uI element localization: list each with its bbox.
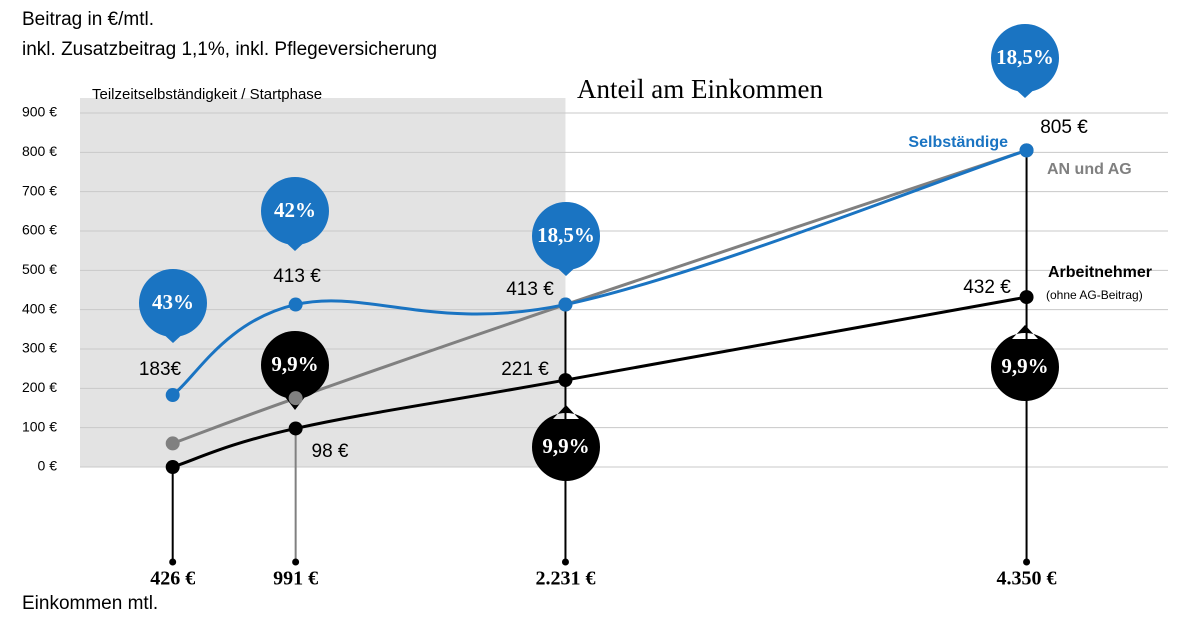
x-tick-dot <box>292 558 300 566</box>
y-tick-label: 500 € <box>22 261 57 277</box>
value-label: 432 € <box>963 277 1011 298</box>
share-bubble <box>991 325 1059 401</box>
value-label: 183€ <box>139 359 182 380</box>
value-label: 98 € <box>312 441 349 462</box>
x-tick-dot <box>169 558 177 566</box>
share-label: 43% <box>152 290 194 314</box>
annotation: Anteil am Einkommen <box>577 74 823 104</box>
share-label: 18,5% <box>537 223 595 247</box>
x-tick-label: 2.231 € <box>535 568 595 590</box>
x-tick-dot <box>1023 558 1031 566</box>
lines-layer <box>171 148 1028 469</box>
series-point <box>165 436 180 451</box>
share-label: 9,9% <box>271 352 318 376</box>
grid-layer <box>80 112 1168 468</box>
chart-subtitle: inkl. Zusatzbeitrag 1,1%, inkl. Pflegeve… <box>22 39 437 60</box>
series-point <box>165 460 180 474</box>
value-label: 221 € <box>501 359 549 380</box>
series-line <box>171 148 1028 397</box>
y-tick-label: 800 € <box>22 143 57 159</box>
series-line <box>172 148 1028 445</box>
y-tick-label: 200 € <box>22 379 57 395</box>
value-label: 805 € <box>1040 117 1088 138</box>
y-tick-label: 100 € <box>22 418 57 434</box>
series-point <box>558 373 573 388</box>
y-tick-label: 600 € <box>22 222 57 238</box>
legend-note: (ohne AG-Beitrag) <box>1046 288 1143 302</box>
points-layer <box>165 143 1034 474</box>
y-tick-label: 300 € <box>22 340 57 356</box>
share-label: 9,9% <box>542 434 589 458</box>
region-label: Teilzeitselbständigkeit / Startphase <box>92 86 322 103</box>
share-label: 9,9% <box>1001 354 1048 378</box>
share-bubble <box>532 405 600 481</box>
share-bubble <box>139 269 207 343</box>
x-tick-label: 426 € <box>150 568 195 590</box>
series-line <box>172 295 1027 469</box>
series-point <box>558 297 573 312</box>
x-axis-label: Einkommen mtl. <box>22 593 158 614</box>
series-point <box>1019 143 1034 158</box>
legend-label: Arbeitnehmer <box>1048 264 1152 281</box>
y-tick-label: 400 € <box>22 300 57 316</box>
series-point <box>165 388 180 403</box>
bubbles-layer <box>139 24 1059 481</box>
y-tick-label: 0 € <box>38 458 58 474</box>
chart-title: Beitrag in €/mtl. <box>22 9 154 30</box>
y-tick-label: 700 € <box>22 182 57 198</box>
share-bubble <box>261 177 329 251</box>
share-bubble <box>532 202 600 276</box>
series-point <box>288 391 303 406</box>
legend-label: AN und AG <box>1047 161 1132 178</box>
value-label: 413 € <box>273 266 321 287</box>
x-tick-dot <box>561 558 569 566</box>
share-bubble <box>261 331 329 410</box>
series-point <box>1019 290 1034 305</box>
x-tick-label: 991 € <box>273 568 318 590</box>
x-tick-label: 4.350 € <box>997 568 1057 590</box>
legend-label: Selbständige <box>908 134 1008 151</box>
y-tick-label: 900 € <box>22 104 57 120</box>
share-label: 42% <box>274 198 316 222</box>
series-point <box>288 297 303 312</box>
labels-layer: Teilzeitselbständigkeit / Startphase 0 € 1… <box>22 45 1152 590</box>
share-label: 18,5% <box>996 45 1054 69</box>
share-bubble <box>991 24 1059 98</box>
value-label: 413 € <box>506 279 554 300</box>
series-point <box>288 421 303 436</box>
